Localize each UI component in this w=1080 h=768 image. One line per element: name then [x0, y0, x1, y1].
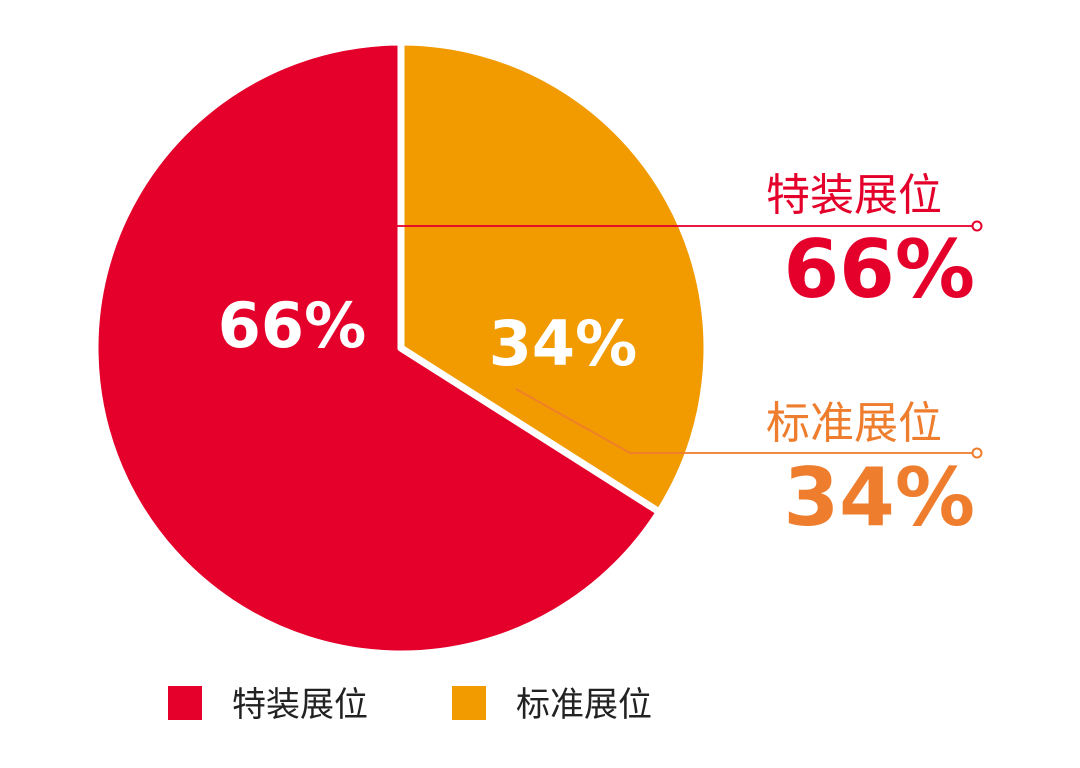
- leader-line-0: [252, 225, 975, 277]
- legend-swatch-0: [168, 686, 202, 720]
- callout-value-0: 66%: [784, 223, 975, 316]
- leader-line-1: [515, 388, 975, 454]
- leader-line-1-dot: [971, 447, 983, 459]
- callout-name-1: 标准展位: [766, 398, 942, 449]
- callout-name-0: 特装展位: [766, 170, 942, 221]
- pie-slices: [91, 38, 711, 658]
- slice-label-1: 34%: [489, 307, 637, 380]
- leader-line-0-dot: [971, 220, 983, 232]
- legend-swatch-1: [452, 686, 486, 720]
- callout-value-1: 34%: [784, 451, 975, 544]
- slice-label-0: 66%: [218, 289, 366, 362]
- callout-leader-lines: [252, 220, 983, 459]
- pie-slice-0: [91, 38, 663, 658]
- pie-slice-1: [397, 38, 711, 516]
- legend-label-0: 特装展位: [232, 685, 368, 725]
- legend-label-1: 标准展位: [516, 685, 652, 725]
